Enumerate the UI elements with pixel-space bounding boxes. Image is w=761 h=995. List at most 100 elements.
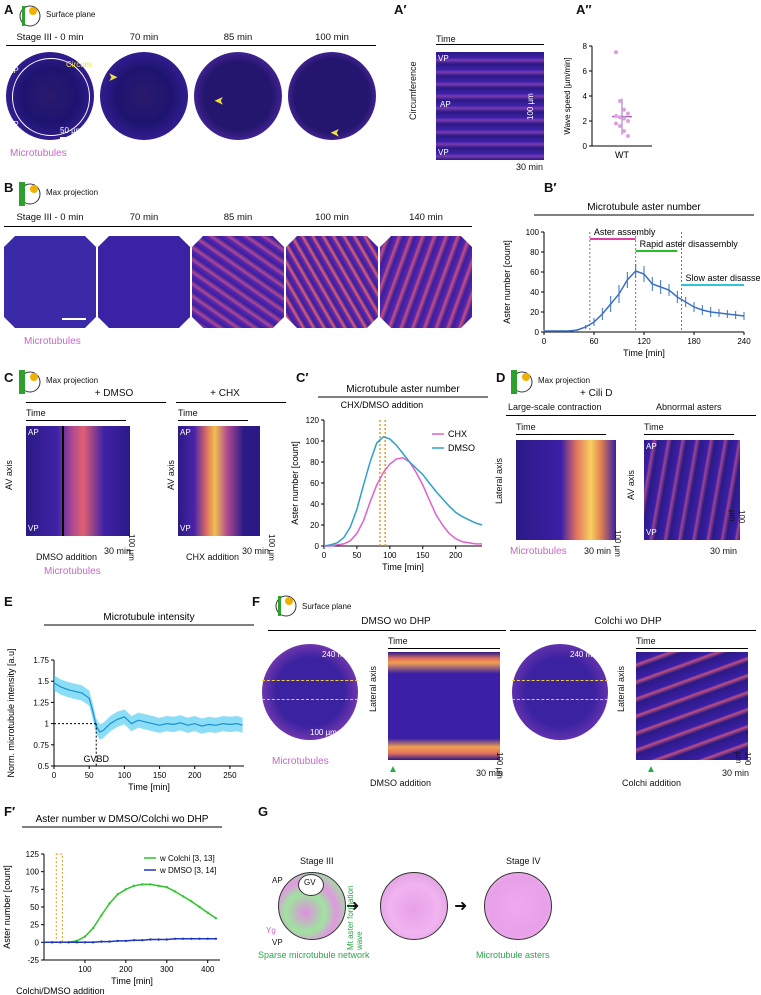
oocyte-image: [288, 52, 376, 140]
x-axis-label: Time [min]: [111, 976, 153, 986]
x-tick-label: 150: [153, 771, 167, 780]
max-projection-label: Max projection: [46, 188, 99, 197]
phase-label: Rapid aster disassembly: [640, 239, 739, 249]
x-tick-label: 200: [119, 965, 133, 974]
y-tick-label: 25: [30, 921, 39, 930]
y-tick-label: 0: [35, 938, 40, 947]
y-tick-label: 40: [310, 500, 319, 509]
colchi-title: Colchi wo DHP: [594, 616, 662, 627]
kymograph-image: [26, 426, 130, 536]
chart-title: Aster number w DMSO/Colchi wo DHP: [36, 814, 209, 825]
projection-image: [4, 236, 96, 328]
header-rule: [4, 226, 472, 227]
data-point: [622, 116, 626, 121]
scale-label: 30 min: [516, 162, 544, 172]
gvbd-label: GVBD: [83, 754, 109, 764]
y-tick-label: 20: [310, 521, 319, 530]
dmso-addition-label: DMSO addition: [370, 778, 432, 788]
oocyte-icon: [16, 4, 44, 28]
time-label: Time: [636, 636, 656, 646]
kymograph-image: [644, 440, 740, 540]
data-point: [173, 937, 177, 940]
time-label: Time: [644, 422, 664, 432]
kymograph-image: [178, 426, 260, 536]
data-point: [157, 884, 160, 887]
sparse-network-label: Sparse microtubule network: [258, 950, 370, 960]
surface-plane-label: Surface plane: [302, 602, 352, 611]
kymograph-image: [436, 52, 544, 160]
x-tick-label: 200: [449, 551, 463, 560]
data-point: [108, 940, 111, 943]
stage4-label: Stage IV: [506, 856, 541, 866]
vp-label: VP: [180, 524, 191, 533]
y-axis-label: Aster number [count]: [502, 240, 512, 324]
addition-label: CHX/DMSO addition: [341, 400, 424, 410]
data-point: [206, 937, 209, 940]
data-point: [618, 99, 622, 103]
data-point: [165, 886, 168, 889]
header-rule: [506, 415, 756, 416]
y-tick-label: 1.5: [38, 677, 50, 686]
x-axis-label: Time [min]: [128, 782, 170, 792]
data-point: [83, 941, 87, 944]
time-arrow: [436, 44, 544, 45]
arrow-right-icon: ➜: [454, 898, 468, 915]
scale-label: 100 µm: [728, 510, 746, 524]
y-axis-label: Aster number [count]: [2, 865, 12, 949]
data-point: [141, 883, 144, 886]
panel-letter-g: G: [258, 804, 269, 819]
oocyte-image: [194, 52, 282, 140]
x-tick-label: 0: [322, 551, 327, 560]
projection-image: [286, 236, 378, 328]
max-projection-label: Max projection: [46, 376, 99, 385]
large-scale-label: Large-scale contraction: [508, 402, 602, 412]
roi-box: [262, 680, 358, 700]
oocyte-icon: [508, 368, 536, 396]
data-point: [149, 883, 152, 886]
time-label: 100 min: [315, 212, 349, 223]
oocyte-image: [100, 52, 188, 140]
asters-label: Microtubule asters: [476, 950, 550, 960]
data-point: [149, 938, 152, 941]
data-point: [190, 937, 193, 940]
scale-label: 100 µm: [526, 93, 535, 120]
panel-letter-a: A: [4, 2, 14, 17]
min240-label: 240 min: [570, 650, 599, 659]
vp-label: VP: [28, 524, 39, 533]
data-point: [614, 121, 618, 126]
panel-letter-c: C: [4, 370, 14, 385]
time-label: 85 min: [223, 212, 253, 223]
dmso-addition-label: DMSO addition: [36, 552, 98, 562]
time-arrow: [26, 420, 126, 421]
arrowhead-icon: ▲: [646, 764, 656, 775]
x-tick-label: 150: [416, 551, 430, 560]
time-label: 70 min: [129, 212, 159, 223]
oocyte-image: [512, 644, 608, 740]
scale-label: 100 µm: [310, 728, 337, 737]
x-tick-label: 100: [383, 551, 397, 560]
panel-letter-a1: A′: [394, 2, 407, 17]
data-point: [181, 895, 185, 898]
x-tick-label: 0: [52, 771, 57, 780]
data-point: [91, 941, 95, 944]
header-rule: [6, 45, 376, 46]
y-tick-label: 100: [306, 437, 320, 446]
x-tick-label: 60: [590, 337, 599, 346]
data-point: [618, 124, 622, 128]
stage4-oocyte: [484, 872, 552, 940]
y-tick-label: 0: [535, 328, 540, 337]
y-tick-label: 0.5: [38, 762, 50, 771]
data-point: [67, 941, 70, 944]
error-band: [54, 675, 243, 740]
b1-line-chart: 0 20 40 60 80 100 0 60 120 180 240 Time [min] Aster …: [502, 202, 760, 358]
data-point: [42, 941, 46, 944]
x-tick-label: WT: [615, 150, 629, 160]
panel-letter-c1: C′: [296, 370, 309, 385]
wave-label: Mt aster formation wave: [346, 885, 364, 950]
surface-plane-label: Surface plane: [46, 10, 96, 19]
ap-label: AP: [646, 442, 657, 451]
time-label: Stage III - 0 min: [16, 32, 84, 43]
data-point: [124, 888, 128, 891]
panel-letter-a2: A″: [576, 2, 592, 17]
min240-label: 240 min: [322, 650, 351, 659]
